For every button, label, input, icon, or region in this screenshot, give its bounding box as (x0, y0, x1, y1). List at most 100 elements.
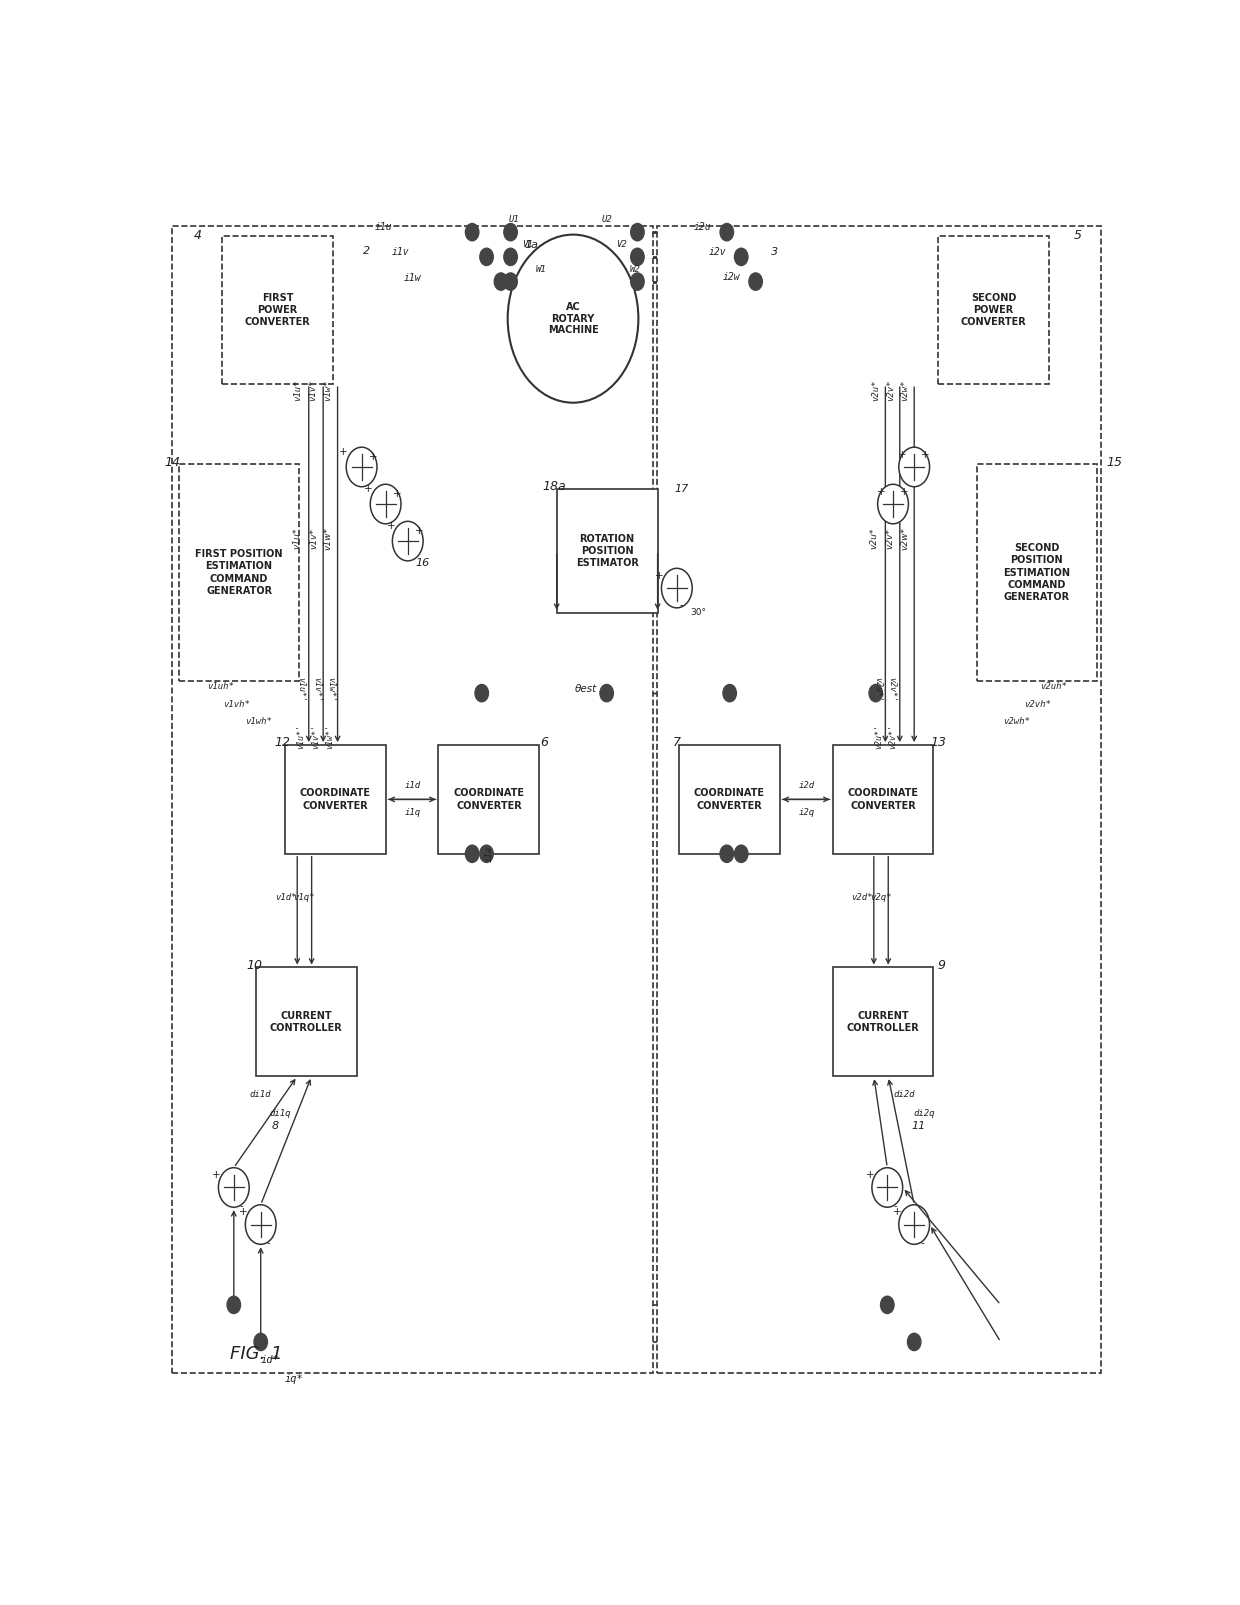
Text: -: - (893, 1201, 897, 1212)
Text: i1a: i1a (485, 846, 494, 862)
Text: v1uh*: v1uh* (207, 682, 234, 692)
Circle shape (475, 684, 489, 701)
Text: v2u*: v2u* (872, 380, 880, 401)
Bar (678, 745, 780, 854)
Circle shape (880, 1297, 894, 1313)
Text: +: + (877, 486, 885, 496)
Text: +: + (393, 490, 402, 499)
Circle shape (507, 234, 639, 403)
Text: v2u*': v2u*' (874, 724, 883, 750)
Text: v1w*': v1w*' (325, 724, 335, 750)
Text: +: + (387, 522, 396, 531)
Text: COORDINATE
CONVERTER: COORDINATE CONVERTER (454, 788, 525, 811)
Circle shape (869, 684, 883, 701)
Text: +: + (365, 485, 373, 494)
Text: v1vh*: v1vh* (223, 700, 250, 709)
Text: AC
ROTARY
MACHINE: AC ROTARY MACHINE (548, 302, 599, 335)
Circle shape (908, 1334, 921, 1350)
Text: +: + (866, 1170, 874, 1180)
Circle shape (749, 273, 763, 291)
Text: v1q*: v1q* (293, 892, 315, 902)
Circle shape (600, 684, 614, 701)
Text: 12: 12 (275, 737, 291, 750)
Text: v2w*: v2w* (900, 526, 909, 551)
Text: id*: id* (260, 1356, 280, 1366)
Text: FIRST
POWER
CONVERTER: FIRST POWER CONVERTER (244, 292, 310, 327)
Text: V2: V2 (616, 241, 626, 249)
Text: v1wh*: v1wh* (246, 717, 273, 725)
Text: 13: 13 (930, 737, 946, 750)
Text: SECOND
POSITION
ESTIMATION
COMMAND
GENERATOR: SECOND POSITION ESTIMATION COMMAND GENER… (1003, 542, 1070, 602)
Circle shape (392, 522, 423, 560)
Text: 6: 6 (541, 737, 548, 750)
Text: v1u*': v1u*' (296, 677, 305, 701)
Text: v1v*': v1v*' (311, 724, 320, 750)
Text: di2q: di2q (913, 1109, 935, 1117)
Circle shape (371, 485, 401, 523)
Text: θest: θest (574, 684, 596, 695)
Circle shape (899, 1205, 930, 1244)
Text: FIG. 1: FIG. 1 (229, 1345, 283, 1363)
Circle shape (661, 568, 692, 608)
Bar (172, 226, 652, 1372)
Text: v2uh*: v2uh* (1040, 682, 1066, 692)
Text: v1v*': v1v*' (312, 677, 321, 701)
Circle shape (720, 846, 734, 862)
Text: +: + (921, 449, 930, 459)
Text: i1d: i1d (404, 782, 420, 790)
Text: 15: 15 (1106, 456, 1122, 469)
Text: v2v*: v2v* (887, 380, 895, 401)
Circle shape (899, 448, 930, 486)
Circle shape (227, 1297, 241, 1313)
Text: -: - (920, 1237, 924, 1249)
Circle shape (503, 223, 517, 241)
Text: v2v*': v2v*' (889, 724, 898, 750)
Text: 4: 4 (195, 230, 202, 242)
Text: W2: W2 (630, 265, 641, 274)
Text: i1u: i1u (374, 221, 393, 233)
Text: v2v*: v2v* (885, 528, 895, 549)
Circle shape (495, 273, 507, 291)
Circle shape (872, 1168, 903, 1207)
Text: v1v*: v1v* (308, 380, 317, 401)
Text: v1d*: v1d* (275, 892, 296, 902)
Text: v1v*: v1v* (309, 528, 319, 549)
Text: v1w*: v1w* (324, 526, 332, 551)
Text: +: + (339, 448, 347, 457)
Text: di2d: di2d (894, 1090, 915, 1099)
Text: U2: U2 (601, 215, 613, 225)
Bar (255, 968, 357, 1077)
Text: v1u*: v1u* (293, 528, 301, 549)
Text: COORDINATE
CONVERTER: COORDINATE CONVERTER (847, 788, 919, 811)
Text: 9: 9 (937, 958, 945, 971)
Text: COORDINATE
CONVERTER: COORDINATE CONVERTER (300, 788, 371, 811)
Circle shape (734, 249, 748, 265)
Bar (832, 745, 934, 854)
Text: ROTATION
POSITION
ESTIMATOR: ROTATION POSITION ESTIMATOR (575, 533, 639, 568)
Text: 18a: 18a (542, 480, 565, 493)
Circle shape (218, 1168, 249, 1207)
Circle shape (503, 273, 517, 291)
Text: v1w*: v1w* (324, 380, 332, 401)
Text: CURRENT
CONTROLLER: CURRENT CONTROLLER (847, 1011, 919, 1034)
Circle shape (465, 223, 479, 241)
Text: 17: 17 (675, 485, 688, 494)
Text: v2vh*: v2vh* (1024, 700, 1050, 709)
Text: +: + (900, 486, 909, 496)
Text: 14: 14 (164, 456, 180, 469)
Text: +: + (368, 453, 377, 462)
Text: FIRST POSITION
ESTIMATION
COMMAND
GENERATOR: FIRST POSITION ESTIMATION COMMAND GENERA… (196, 549, 283, 595)
Text: W1: W1 (536, 265, 547, 274)
Text: 3: 3 (771, 247, 779, 257)
Circle shape (723, 684, 737, 701)
Text: +: + (898, 449, 906, 459)
Text: 5: 5 (1074, 230, 1081, 242)
Bar (977, 464, 1096, 681)
Text: 8: 8 (272, 1120, 279, 1130)
Text: -: - (239, 1201, 243, 1212)
Text: V1: V1 (522, 241, 533, 249)
Text: v1u*': v1u*' (296, 724, 305, 750)
Text: 11: 11 (911, 1120, 926, 1130)
Circle shape (480, 249, 494, 265)
Text: U1: U1 (510, 215, 520, 225)
